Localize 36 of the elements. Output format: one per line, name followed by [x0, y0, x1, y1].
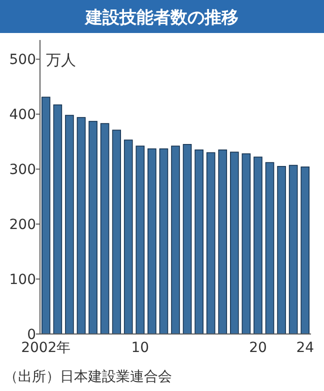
bar [41, 96, 50, 334]
bar [300, 166, 310, 334]
y-tick-label: 400 [9, 107, 36, 124]
bar [288, 164, 298, 334]
y-tick-label: 100 [9, 272, 36, 288]
bar [159, 148, 168, 334]
x-tick-label: 10 [131, 340, 150, 356]
bar [265, 162, 274, 334]
bar [76, 117, 86, 334]
y-tick-label: 200 [9, 217, 36, 234]
y-tick-label: 500 [9, 52, 36, 68]
bar [148, 148, 156, 334]
y-tick-label: 300 [9, 162, 36, 178]
bar [112, 130, 121, 334]
bar [124, 140, 133, 334]
bar [206, 152, 216, 334]
bar [254, 156, 262, 334]
bar [242, 153, 251, 334]
y-tick-label: 0 [27, 327, 36, 343]
text: （出所）日本建設業連合会 [4, 369, 172, 385]
y-axis-title: 万人 [46, 51, 76, 70]
bar [194, 150, 204, 334]
x-tick-label: 20 [249, 340, 267, 356]
bar [171, 146, 180, 334]
bar [53, 104, 62, 334]
x-tick-label: 2002年 [21, 340, 71, 356]
bar [230, 152, 239, 334]
bar [65, 114, 74, 334]
x-tick-label: 24 [296, 340, 314, 356]
bar [88, 120, 98, 334]
bar [100, 123, 110, 334]
bar [136, 146, 145, 334]
bar [218, 150, 228, 334]
bar [182, 144, 192, 334]
bar [277, 166, 286, 334]
chart-title: 建設技能者数の推移 [84, 8, 238, 28]
